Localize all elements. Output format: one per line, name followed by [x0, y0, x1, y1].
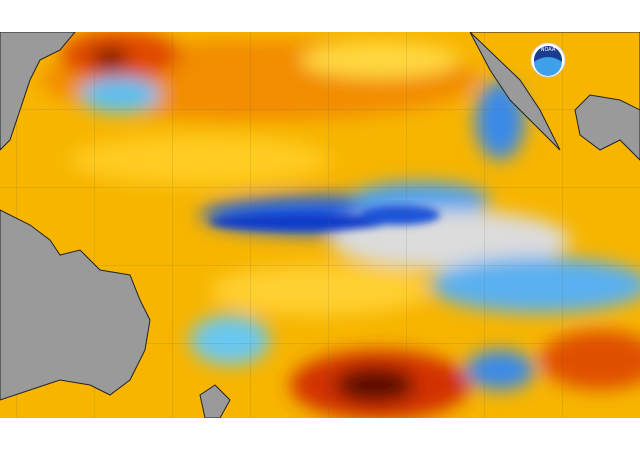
noaa-logo: NOAA — [530, 42, 566, 78]
map-area — [0, 32, 640, 418]
logo-label: NOAA — [541, 47, 556, 53]
land — [0, 32, 640, 418]
